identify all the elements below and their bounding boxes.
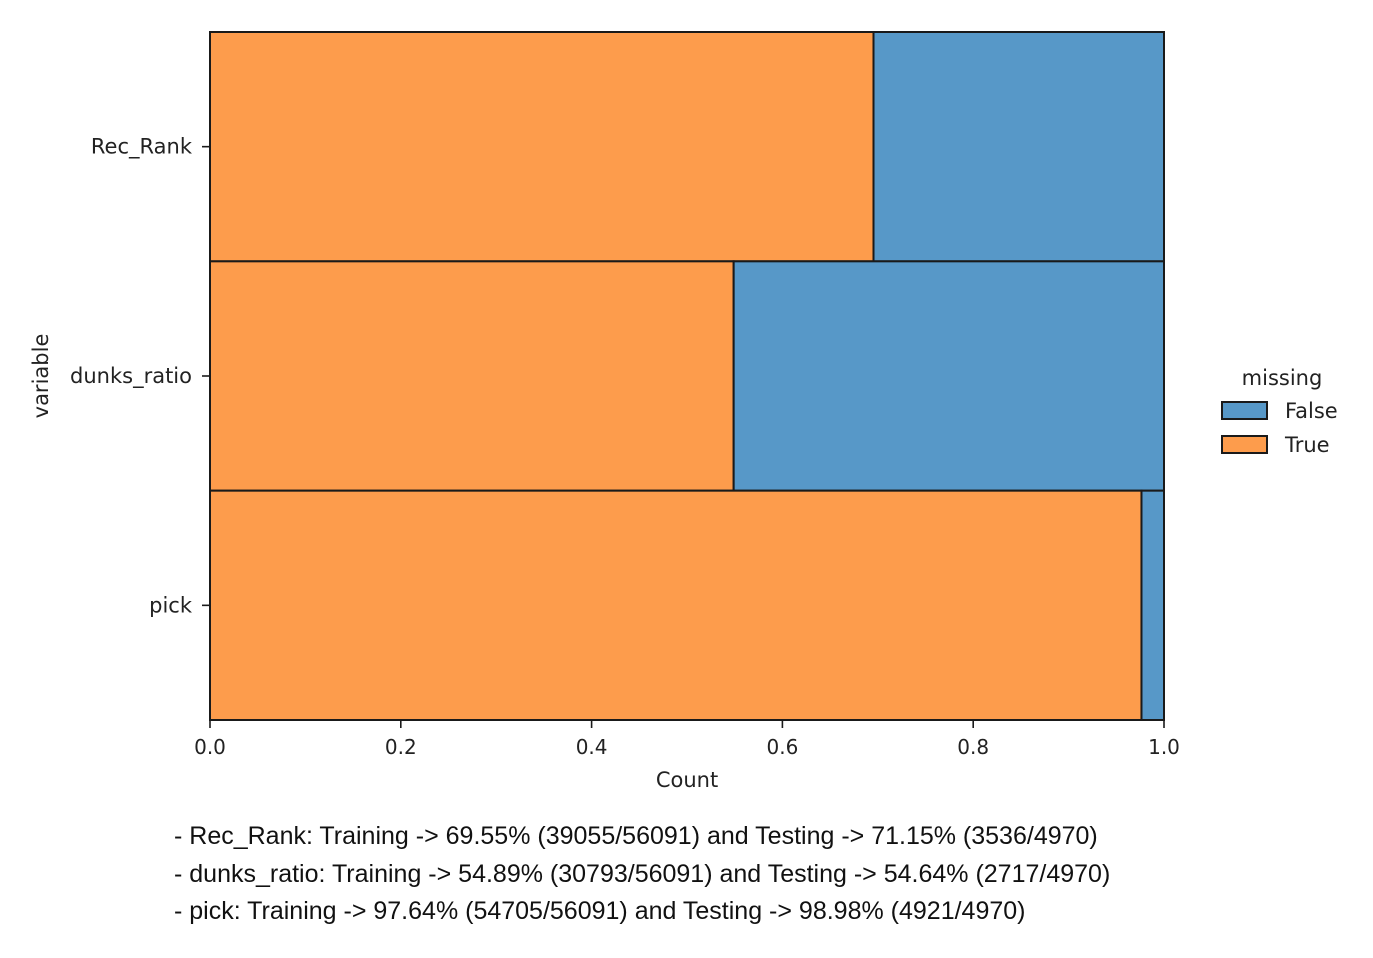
missing-rate-notes: - Rec_Rank: Training -> 69.55% (39055/56… [174, 818, 1110, 931]
x-tick-label: 1.0 [1148, 735, 1180, 759]
bar-true-pick [209, 489, 1143, 721]
x-tick-label: 0.4 [576, 735, 608, 759]
legend-swatch-true [1221, 435, 1268, 454]
x-axis-label: Count [656, 768, 718, 792]
y-axis-label: variable [29, 334, 53, 419]
legend: missing False True [1221, 366, 1338, 457]
x-tick-label: 0.6 [766, 735, 798, 759]
bars-group [209, 31, 1166, 721]
bar-false-dunks-ratio [732, 260, 1165, 492]
x-tick-label: 0.8 [957, 735, 989, 759]
legend-label-true: True [1284, 433, 1330, 457]
bar-false-pick [1140, 489, 1165, 721]
axes-group: 0.0 0.2 0.4 0.6 0.8 1.0 Rec_Rank dunks_ratiopic… [29, 32, 1180, 792]
legend-label-false: False [1285, 399, 1338, 423]
legend-swatch-false [1221, 401, 1268, 420]
note-line: - pick: Training -> 97.64% (54705/56091)… [174, 897, 1026, 925]
y-tick-label: Rec_Rank [91, 135, 193, 160]
bar-true-dunks-ratio [209, 260, 735, 492]
x-tick-label: 0.0 [194, 735, 226, 759]
bar-false-rec-rank [872, 31, 1166, 263]
y-tick-label: pick [149, 593, 193, 617]
note-line: - dunks_ratio: Training -> 54.89% (30793… [174, 859, 1111, 888]
y-tick-label: dunks_ratio [70, 364, 192, 389]
note-line: - Rec_Rank: Training -> 69.55% (39055/56… [174, 822, 1098, 850]
x-tick-label: 0.2 [385, 735, 417, 759]
bar-true-rec-rank [209, 31, 875, 263]
legend-title: missing [1242, 366, 1323, 390]
